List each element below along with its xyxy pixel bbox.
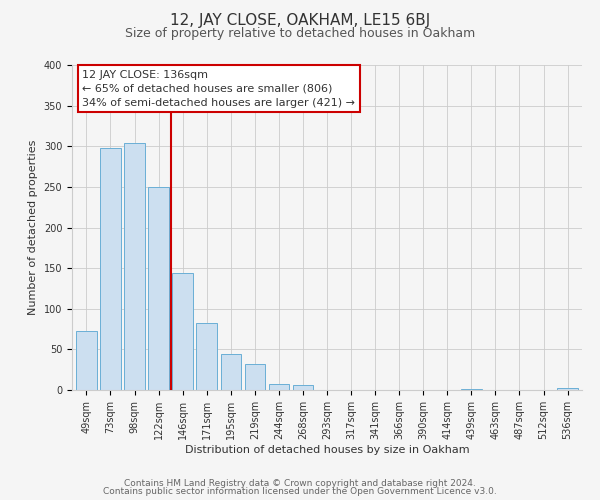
Bar [269, 384, 289, 390]
Text: Contains public sector information licensed under the Open Government Licence v3: Contains public sector information licen… [103, 487, 497, 496]
Bar [221, 354, 241, 390]
Text: 12, JAY CLOSE, OAKHAM, LE15 6BJ: 12, JAY CLOSE, OAKHAM, LE15 6BJ [170, 12, 430, 28]
Bar [76, 330, 97, 390]
X-axis label: Distribution of detached houses by size in Oakham: Distribution of detached houses by size … [185, 444, 469, 454]
Bar [172, 273, 193, 390]
Bar [148, 187, 169, 390]
Text: Size of property relative to detached houses in Oakham: Size of property relative to detached ho… [125, 28, 475, 40]
Bar [293, 385, 313, 390]
Bar [461, 389, 482, 390]
Text: Contains HM Land Registry data © Crown copyright and database right 2024.: Contains HM Land Registry data © Crown c… [124, 478, 476, 488]
Bar [557, 388, 578, 390]
Bar [100, 148, 121, 390]
Bar [124, 143, 145, 390]
Text: 12 JAY CLOSE: 136sqm
← 65% of detached houses are smaller (806)
34% of semi-deta: 12 JAY CLOSE: 136sqm ← 65% of detached h… [82, 70, 355, 108]
Y-axis label: Number of detached properties: Number of detached properties [28, 140, 38, 315]
Bar [196, 324, 217, 390]
Bar [245, 364, 265, 390]
